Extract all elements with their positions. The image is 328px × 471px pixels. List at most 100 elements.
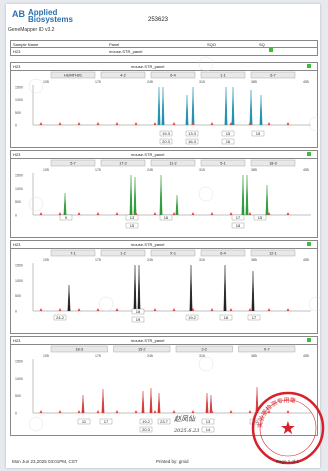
allele-label: 19 <box>136 317 141 322</box>
baseline-artifact <box>248 122 252 125</box>
panel-sample-name: H23 <box>13 338 21 343</box>
marker-label: 5-7 <box>70 162 76 166</box>
marker-label: HUMTH01 <box>64 74 82 78</box>
baseline-artifact <box>96 308 100 311</box>
allele-label: 20.3 <box>142 427 151 432</box>
allele-label: 19.3 <box>162 131 171 136</box>
allele-label-box <box>125 222 139 229</box>
x-tick-label: 315 <box>199 258 205 262</box>
panel-sample-name: H23 <box>13 242 21 247</box>
allele-label: 24.2 <box>56 315 65 320</box>
x-tick-label: 105 <box>43 258 49 262</box>
marker-bin <box>50 249 96 257</box>
marker-label: 18-3 <box>75 348 83 352</box>
allele-label-box <box>201 426 215 433</box>
peak <box>209 394 213 414</box>
allele-label-box <box>131 316 145 323</box>
panel-sample-name: H23 <box>13 64 21 69</box>
x-tick-label: 105 <box>43 168 49 172</box>
x-tick-label: 315 <box>199 168 205 172</box>
y-tick-label: 0 <box>15 412 17 416</box>
baseline-artifact <box>153 410 157 413</box>
marker-bin <box>175 345 233 353</box>
x-tick-label: 315 <box>199 80 205 84</box>
baseline-artifact <box>58 308 62 311</box>
y-tick-label: 1500 <box>15 264 23 268</box>
marker-label: 2-2 <box>202 348 208 352</box>
baseline-artifact <box>58 212 62 215</box>
allele-label: 13 <box>206 419 211 424</box>
x-tick-label: 455 <box>303 354 309 358</box>
baseline-artifact <box>172 308 176 311</box>
allele-label: 16 <box>226 139 231 144</box>
peak <box>185 94 189 126</box>
baseline-artifact <box>286 122 290 125</box>
marker-bin <box>238 345 296 353</box>
allele-label-box <box>125 214 139 221</box>
baseline-artifact <box>248 308 252 311</box>
baseline-artifact <box>39 122 43 125</box>
marker-label: 15-2 <box>138 348 146 352</box>
baseline-artifact <box>210 122 214 125</box>
marker-label: 4-2 <box>120 74 126 78</box>
peak <box>249 89 253 126</box>
y-tick-label: 1500 <box>15 86 23 90</box>
sq-status-indicator <box>269 48 273 52</box>
peak <box>141 390 145 414</box>
baseline-artifact <box>115 308 119 311</box>
official-seal: ★ 实验室检测专用章 <box>251 391 325 465</box>
marker-bin <box>50 71 96 79</box>
x-tick-label: 105 <box>43 354 49 358</box>
baseline-artifact <box>210 212 214 215</box>
electropherogram-chart: 5-7 17-2 11-2 5-1 18-3 105 175 245 315 385 455 1500… <box>15 159 311 229</box>
x-tick-label: 245 <box>147 80 153 84</box>
peak <box>157 86 161 126</box>
y-tick-label: 1000 <box>15 187 23 191</box>
marker-label: 6-7 <box>270 74 276 78</box>
marker-label: 7-1 <box>70 252 76 256</box>
marker-bin <box>250 249 296 257</box>
peak <box>63 192 67 216</box>
panel-status-indicator <box>307 242 311 246</box>
x-tick-label: 175 <box>95 168 101 172</box>
y-tick-label: 0 <box>15 310 17 314</box>
marker-bin <box>100 249 146 257</box>
marker-bin <box>200 159 246 167</box>
baseline-artifact <box>248 212 252 215</box>
panel-status-indicator <box>307 64 311 68</box>
allele-label-box <box>77 418 91 425</box>
svg-text:★: ★ <box>280 418 296 439</box>
brand-name: Applied Biosystems <box>28 8 73 24</box>
allele-label-box <box>253 214 267 221</box>
allele-label-box <box>201 418 215 425</box>
y-tick-label: 500 <box>15 200 21 204</box>
allele-label-box <box>247 314 261 321</box>
y-tick-label: 1500 <box>15 174 23 178</box>
allele-label: 18 <box>136 309 141 314</box>
baseline-artifact <box>39 410 43 413</box>
baseline-artifact <box>115 122 119 125</box>
allele-label-box <box>139 418 153 425</box>
y-tick-label: 1000 <box>15 377 23 381</box>
electropherogram-panel: H23 mouse-STR_panel HUMTH01 4-2 6-4 1-1 6-7 105… <box>10 62 318 148</box>
peak <box>137 264 141 312</box>
allele-label: 15 <box>226 131 231 136</box>
print-date: Mon Jun 23,2025 03:01PM, CST <box>12 459 78 464</box>
sample-header-table: Sample Name Panel SQO SQ H23 mouse-STR_p… <box>10 40 318 56</box>
panel-name: mouse-STR_panel <box>131 338 165 343</box>
baseline-artifact <box>210 308 214 311</box>
allele-label-box <box>131 308 145 315</box>
col-panel: Panel <box>109 42 120 47</box>
allele-label-box <box>231 214 245 221</box>
allele-label: 23.7 <box>160 419 169 424</box>
baseline-artifact <box>134 122 138 125</box>
panel-name: mouse-STR_panel <box>131 152 165 157</box>
y-tick-label: 500 <box>15 394 21 398</box>
peak <box>133 264 137 312</box>
x-tick-label: 175 <box>95 258 101 262</box>
peak <box>251 270 255 312</box>
baseline-artifact <box>191 308 195 311</box>
allele-label: 11 <box>82 419 87 424</box>
report-page: AB Applied Biosystems GeneMapper ID v3.2… <box>6 4 325 468</box>
baseline-artifact <box>248 410 252 413</box>
